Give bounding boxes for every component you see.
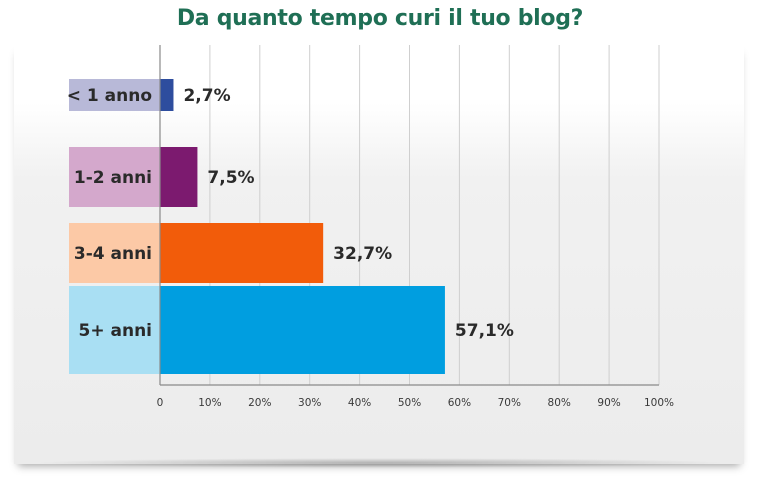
panel-shadow: [30, 458, 730, 468]
category-label: 1-2 anni: [74, 168, 152, 188]
x-tick-label: 90%: [597, 397, 620, 409]
x-tick-label: 50%: [398, 397, 421, 409]
category-label: 3-4 anni: [74, 244, 152, 264]
category-label-boxes: < 1 anno 1-2 anni 3-4 anni 5+ anni: [67, 79, 160, 374]
bar: [160, 79, 174, 111]
bar: [160, 223, 324, 283]
x-tick-label: 70%: [498, 397, 521, 409]
x-tick-label: 80%: [548, 397, 571, 409]
bar-value-label: 32,7%: [333, 244, 392, 264]
chart-title: Da quanto tempo curi il tuo blog?: [176, 6, 584, 31]
bars: 2,7% 7,5% 32,7% 57,1%: [160, 79, 514, 374]
x-tick-label: 0: [157, 397, 164, 409]
x-tick-label: 40%: [348, 397, 371, 409]
bar-value-label: 2,7%: [183, 86, 230, 106]
axes: [159, 45, 659, 386]
category-label-box: [69, 79, 160, 111]
category-label-box: [69, 286, 160, 374]
bar-value-label: 7,5%: [207, 168, 254, 188]
bar: [160, 147, 198, 207]
x-tick-label: 10%: [198, 397, 221, 409]
category-label: < 1 anno: [67, 86, 152, 106]
x-tick-label: 20%: [248, 397, 271, 409]
category-label: 5+ anni: [79, 321, 153, 341]
x-tick-label: 60%: [448, 397, 471, 409]
category-label-box: [69, 147, 160, 207]
bar: [160, 286, 445, 374]
x-tick-label: 30%: [298, 397, 321, 409]
x-tick-label: 100%: [644, 397, 674, 409]
bar-value-label: 57,1%: [455, 321, 514, 341]
category-label-box: [69, 223, 160, 283]
x-tick-labels: 0 10% 20% 30% 40% 50% 60% 70% 80% 90% 100%: [157, 397, 674, 409]
